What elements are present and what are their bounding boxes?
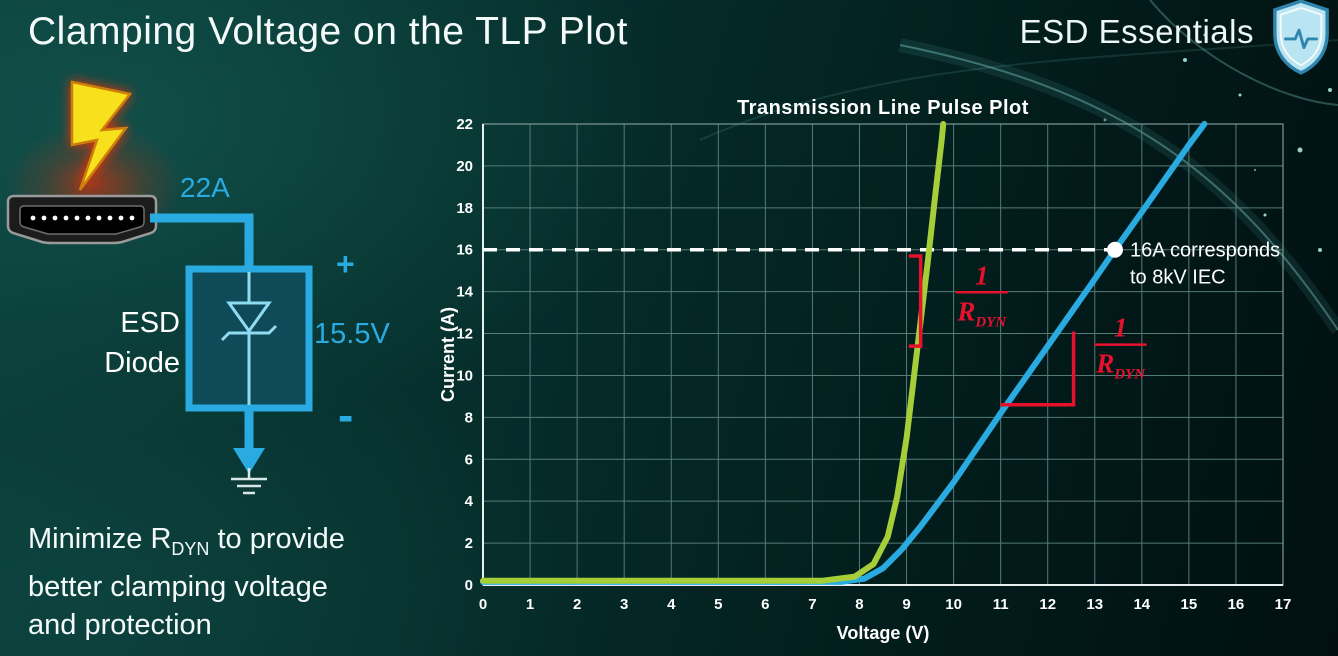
x-tick-label: 8: [855, 596, 863, 613]
y-tick-label: 14: [456, 284, 473, 301]
arrow-down-icon: [233, 448, 265, 474]
rdyn-fraction-denominator-0: RDYN: [956, 296, 1007, 330]
y-tick-label: 4: [465, 493, 474, 510]
x-tick-label: 14: [1133, 596, 1150, 613]
rdyn-fraction-numerator-1: 1: [1114, 313, 1128, 343]
lightning-bolt-icon: [70, 80, 133, 191]
rdyn-fraction-numerator-0: 1: [975, 260, 989, 290]
tlp-chart: Transmission Line Pulse Plot 1 RDYN 1 RDYN 1…: [438, 95, 1338, 656]
x-axis-label: Voltage (V): [837, 623, 930, 643]
note-line2: better clamping voltage: [28, 570, 328, 603]
device-label-line2: Diode: [104, 347, 180, 379]
rdyn-fraction-denominator-1: RDYN: [1095, 349, 1146, 383]
x-tick-label: 0: [479, 596, 487, 613]
slope-bracket-1: [1000, 331, 1076, 407]
x-tick-label: 1: [526, 596, 534, 613]
polarity-minus-label: -: [338, 389, 354, 441]
device-label: ESD Diode: [60, 303, 180, 383]
x-tick-label: 2: [573, 596, 581, 613]
x-tick-label: 4: [667, 596, 676, 613]
y-tick-label: 0: [465, 577, 473, 594]
plot-frame: [482, 123, 1284, 586]
x-tick-label: 10: [945, 596, 962, 613]
x-tick-label: 7: [808, 596, 816, 613]
ground-icon: [231, 468, 267, 495]
takeaway-note: Minimize RDYN to provide better clamping…: [28, 520, 345, 644]
y-tick-label: 20: [456, 158, 473, 175]
slope-bracket-0: [908, 254, 923, 348]
y-axis-label: Current (A): [438, 307, 458, 402]
x-tick-label: 9: [902, 596, 910, 613]
note-line1: Minimize RDYN to provide: [28, 523, 345, 559]
blue-curve-high-rdyn: [480, 121, 1208, 585]
y-tick-label: 2: [465, 535, 473, 552]
y-tick-label: 10: [456, 367, 473, 384]
shield-logo-icon: [1273, 0, 1329, 75]
x-tick-label: 13: [1086, 596, 1103, 613]
x-tick-label: 6: [761, 596, 769, 613]
y-tick-label: 12: [456, 326, 473, 343]
x-tick-label: 17: [1275, 596, 1292, 613]
y-tick-label: 22: [456, 116, 473, 133]
zener-diode-symbol-icon: [220, 272, 278, 405]
input-wire: [150, 213, 254, 271]
x-tick-label: 3: [620, 596, 628, 613]
x-tick-label: 11: [993, 596, 1009, 613]
x-tick-label: 5: [714, 596, 722, 613]
y-tick-label: 6: [465, 451, 473, 468]
esd-schematic-graphic: [6, 80, 313, 495]
pulse-icon: [1284, 28, 1318, 50]
x-tick-label: 16: [1228, 596, 1245, 613]
y-tick-label: 8: [465, 409, 473, 426]
chart-title: Transmission Line Pulse Plot: [737, 97, 1029, 119]
y-tick-label: 18: [456, 200, 473, 217]
x-tick-label: 15: [1181, 596, 1198, 613]
note-line3: and protection: [28, 608, 212, 641]
surge-current-label: 22A: [180, 172, 230, 203]
hdmi-connector-icon: [6, 194, 158, 245]
device-label-line1: ESD: [120, 307, 180, 339]
y-tick-label: 16: [456, 242, 473, 259]
page-title: Clamping Voltage on the TLP Plot: [28, 10, 628, 53]
marker-point-16A: [1107, 241, 1123, 258]
x-tick-label: 12: [1039, 596, 1056, 613]
brand-text: ESD Essentials: [1019, 13, 1254, 50]
polarity-plus-label: +: [336, 246, 355, 282]
marker-label-line2: to 8kV IEC: [1130, 267, 1226, 289]
rdyn-subscript: DYN: [171, 538, 210, 559]
clamp-voltage-label: 15.5V: [314, 318, 390, 350]
marker-label-line1: 16A corresponds: [1130, 240, 1280, 262]
green-curve-low-rdyn: [480, 121, 947, 584]
